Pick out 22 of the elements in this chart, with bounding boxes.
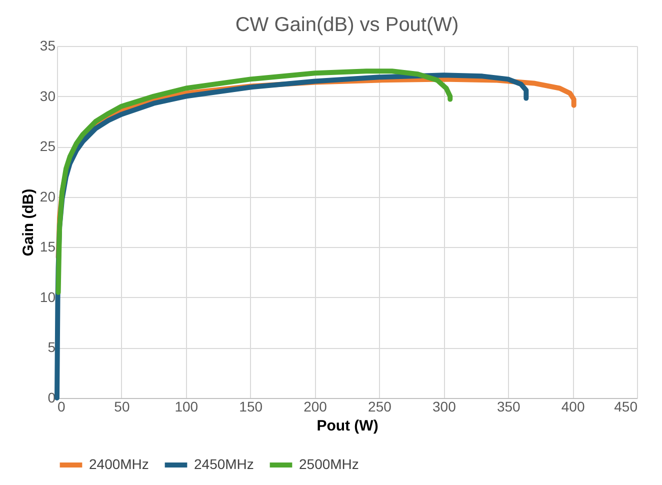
x-tick-label: 150: [239, 398, 263, 414]
y-axis-title: Gain (dB): [20, 188, 37, 256]
y-tick-label: 30: [40, 88, 56, 104]
legend-label: 2400MHz: [89, 456, 149, 472]
x-tick-label: 300: [432, 398, 456, 414]
legend-label: 2450MHz: [194, 456, 254, 472]
x-tick-label: 50: [114, 398, 130, 414]
y-tick-label: 35: [40, 38, 56, 54]
chart-title: CW Gain(dB) vs Pout(W): [235, 14, 459, 36]
x-tick-label: 350: [496, 398, 521, 414]
legend-label: 2500MHz: [299, 456, 359, 472]
x-tick-label: 400: [561, 398, 585, 414]
y-tick-label: 20: [40, 188, 56, 204]
x-tick-label: 450: [614, 398, 638, 414]
y-tick-label: 5: [48, 339, 56, 356]
x-tick-label: 200: [304, 398, 328, 414]
x-tick-label: 100: [174, 398, 198, 414]
x-axis-title: Pout (W): [316, 418, 378, 434]
y-tick-label: 15: [40, 238, 56, 255]
y-tick-label: 10: [40, 288, 56, 305]
x-tick-label: 250: [368, 398, 392, 414]
y-tick-label: 25: [40, 138, 56, 154]
